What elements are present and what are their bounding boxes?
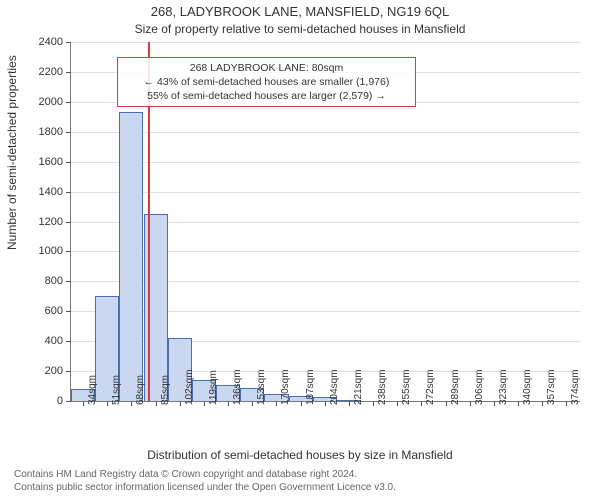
x-tick [83,401,84,406]
y-axis-label: Number of semi-detached properties [5,55,19,250]
x-tick-label: 357sqm [546,369,557,405]
x-tick-label: 255sqm [401,369,412,405]
histogram-bar [144,214,168,401]
x-tick-label: 340sqm [522,369,533,405]
y-tick-label: 2000 [39,96,71,108]
x-tick [397,401,398,406]
x-tick [204,401,205,406]
y-tick-label: 0 [57,395,71,407]
y-tick-label: 600 [45,305,71,317]
y-tick-label: 2400 [39,36,71,48]
gridline [71,162,580,163]
x-tick-label: 306sqm [474,369,485,405]
x-tick [131,401,132,406]
x-tick-label: 238sqm [377,369,388,405]
subject-callout: 268 LADYBROOK LANE: 80sqm← 43% of semi-d… [117,57,416,108]
x-tick-label: 204sqm [329,369,340,405]
x-tick [180,401,181,406]
credits-line-2: Contains public sector information licen… [14,482,396,495]
credits: Contains HM Land Registry data © Crown c… [14,469,396,494]
x-tick [542,401,543,406]
y-tick-label: 1800 [39,126,71,138]
x-tick-label: 68sqm [135,375,146,405]
x-tick [421,401,422,406]
callout-line-1: 268 LADYBROOK LANE: 80sqm [124,61,409,75]
x-axis-label: Distribution of semi-detached houses by … [0,448,600,462]
x-tick [107,401,108,406]
y-tick-label: 400 [45,335,71,347]
page-subtitle: Size of property relative to semi-detach… [0,22,600,36]
x-tick [566,401,567,406]
x-tick-label: 170sqm [280,369,291,405]
x-tick-label: 272sqm [425,369,436,405]
histogram-bar [119,112,143,401]
x-tick [373,401,374,406]
x-tick-label: 323sqm [498,369,509,405]
chart-container: 268, LADYBROOK LANE, MANSFIELD, NG19 6QL… [0,0,600,500]
x-tick [156,401,157,406]
x-tick [276,401,277,406]
x-tick [470,401,471,406]
page-title: 268, LADYBROOK LANE, MANSFIELD, NG19 6QL [0,4,600,19]
x-tick [325,401,326,406]
y-tick-label: 1200 [39,216,71,228]
x-tick-label: 289sqm [450,369,461,405]
x-tick [301,401,302,406]
x-tick-label: 85sqm [160,375,171,405]
x-tick-label: 119sqm [208,370,219,405]
gridline [71,42,580,43]
y-tick-label: 1400 [39,186,71,198]
callout-line-2: ← 43% of semi-detached houses are smalle… [124,75,409,89]
y-tick-label: 800 [45,275,71,287]
x-tick [252,401,253,406]
callout-line-3: 55% of semi-detached houses are larger (… [124,89,409,103]
gridline [71,132,580,133]
plot-area: 0200400600800100012001400160018002000220… [70,42,580,402]
x-tick [494,401,495,406]
y-tick-label: 200 [45,365,71,377]
x-tick-label: 51sqm [111,375,122,405]
x-tick [349,401,350,406]
x-tick-label: 136sqm [232,369,243,405]
x-tick-label: 153sqm [256,369,267,405]
y-tick-label: 1000 [39,245,71,257]
credits-line-1: Contains HM Land Registry data © Crown c… [14,469,396,482]
x-tick-label: 34sqm [87,375,98,405]
gridline [71,192,580,193]
x-tick-label: 102sqm [184,369,195,405]
x-tick [228,401,229,406]
x-tick-label: 187sqm [305,369,316,405]
x-tick-label: 221sqm [353,369,364,405]
y-tick-label: 1600 [39,156,71,168]
y-tick-label: 2200 [39,66,71,78]
x-tick-label: 374sqm [570,369,581,405]
x-tick [446,401,447,406]
x-tick [518,401,519,406]
